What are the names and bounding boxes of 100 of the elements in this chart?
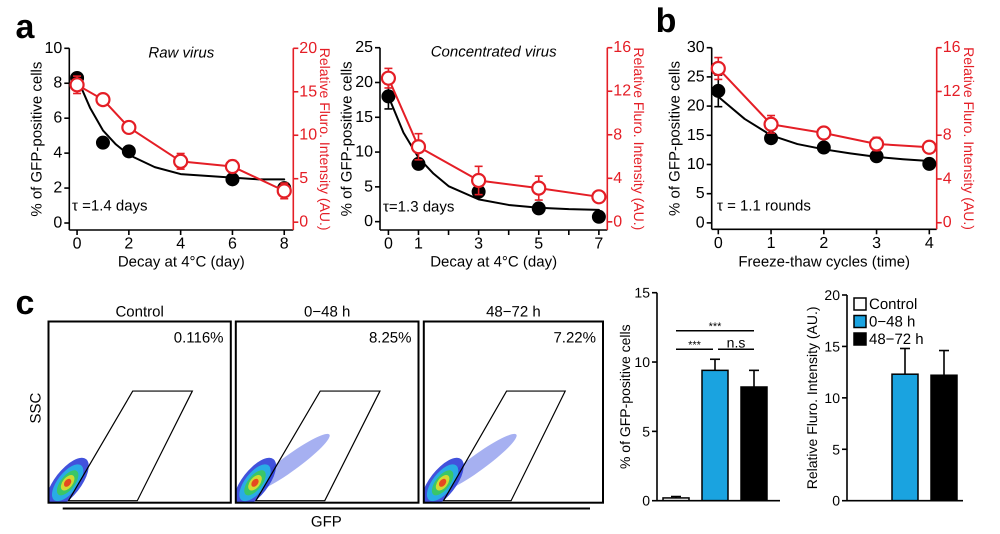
annotation: τ =1.4 days	[72, 198, 148, 214]
chart-title: Concentrated virus	[430, 44, 558, 60]
y2-tick-label: 12	[942, 82, 961, 100]
y-tick-label: 4	[53, 144, 62, 162]
text: c	[16, 284, 34, 322]
point	[591, 189, 606, 204]
y-tick-label: 5	[832, 441, 840, 458]
y-tick-label: 2	[53, 180, 62, 197]
point	[381, 89, 396, 104]
point	[532, 201, 546, 216]
text: 0−48 h	[304, 304, 350, 320]
point	[96, 136, 110, 150]
point	[710, 60, 726, 76]
point	[870, 149, 884, 164]
point	[173, 154, 188, 169]
point	[95, 92, 111, 108]
y2-axis-title: Relative Fluro. Intensity (AU.)	[631, 47, 647, 230]
y2-tick-label: 5	[299, 170, 308, 188]
y-axis-title: % of GFP-positive cells	[666, 60, 684, 216]
x-axis-title: Decay at 4°C (day)	[118, 254, 245, 270]
point	[868, 136, 884, 152]
x-tick-label: 1	[414, 236, 424, 252]
point	[69, 77, 85, 92]
text: 0.116%	[174, 330, 224, 346]
y2-tick-label: 12	[613, 82, 632, 100]
point	[471, 172, 486, 188]
annotation: τ=1.3 days	[383, 198, 454, 216]
x-tick-label: 0	[714, 234, 723, 252]
y2-tick-label: 4	[942, 170, 952, 188]
point	[225, 172, 240, 186]
y-tick-label: 0	[364, 213, 374, 230]
y2-axis-title: Relative Fluro. Intensity (AU.)	[961, 47, 977, 230]
y-tick-label: 0	[642, 492, 650, 509]
y2-tick-label: 8	[613, 126, 622, 144]
y-tick-label: 5	[696, 185, 705, 202]
point	[224, 158, 240, 174]
point	[121, 120, 136, 136]
text: Control	[115, 304, 164, 320]
text: 7.22%	[553, 330, 596, 346]
point	[380, 70, 396, 86]
annotation: n.s	[726, 334, 746, 350]
x-tick-label: 2	[124, 236, 134, 252]
y-tick-label: 10	[44, 40, 62, 57]
x-tick-label: 8	[280, 236, 289, 252]
y-tick-label: 10	[824, 390, 840, 406]
y2-tick-label: 0	[299, 214, 308, 231]
y-tick-label: 25	[355, 39, 374, 56]
text: SSC	[28, 392, 44, 424]
y2-tick-label: 0	[942, 214, 952, 232]
point	[922, 140, 937, 155]
y-axis-title: % of GFP-positive cells	[338, 61, 356, 216]
y-axis-title: Relative Fluro. Intensity (AU.)	[804, 306, 820, 490]
y-tick-label: 8	[53, 74, 62, 92]
text: a	[16, 8, 36, 46]
x-axis-title: Freeze-thaw cycles (time)	[738, 254, 910, 270]
y2-tick-label: 16	[942, 39, 961, 56]
y2-axis-title: Relative Fluro. Intensity (AU.)	[317, 48, 333, 231]
x-tick-label: 7	[594, 236, 604, 252]
x-tick-label: 4	[176, 236, 186, 252]
y-tick-label: 20	[355, 74, 374, 91]
y-tick-label: 15	[686, 126, 705, 144]
y-tick-label: 20	[824, 287, 840, 303]
y2-tick-label: 10	[299, 126, 318, 144]
text: b	[656, 2, 676, 40]
text: 8.25%	[368, 330, 412, 346]
legend-label: 48−72 h	[869, 331, 924, 348]
x-tick-label: 1	[766, 234, 776, 252]
y-tick-label: 6	[53, 110, 62, 127]
y-tick-label: 0	[832, 492, 840, 509]
y-tick-label: 15	[824, 338, 840, 354]
annotation: ***	[708, 320, 722, 333]
annotation: τ = 1.1 rounds	[717, 198, 811, 214]
y-tick-label: 10	[686, 156, 705, 173]
point	[592, 210, 606, 224]
y-tick-label: 10	[634, 354, 650, 370]
y-tick-label: 25	[686, 68, 705, 86]
y-tick-label: 15	[355, 108, 374, 126]
point	[122, 144, 136, 158]
y2-tick-label: 0	[613, 213, 622, 230]
point	[531, 180, 546, 196]
y2-tick-label: 8	[942, 126, 952, 144]
y2-tick-label: 4	[613, 170, 622, 187]
annotation: ***	[688, 339, 702, 352]
point	[922, 156, 936, 171]
legend-label: Control	[869, 296, 918, 313]
x-tick-label: 3	[872, 234, 882, 252]
y-tick-label: 5	[642, 423, 650, 440]
y2-tick-label: 16	[613, 39, 632, 56]
text: GFP	[310, 514, 342, 530]
y-tick-label: 10	[355, 144, 374, 161]
point	[711, 84, 726, 98]
chart-title: Raw virus	[148, 44, 215, 62]
y-tick-label: 0	[53, 214, 62, 232]
x-tick-label: 3	[474, 236, 484, 252]
point	[410, 139, 426, 154]
y-axis-title: % of GFP-positive cells	[617, 324, 633, 470]
point	[763, 116, 779, 132]
y-axis-title: % of GFP-positive cells	[28, 62, 46, 217]
x-tick-label: 0	[384, 236, 393, 252]
y-tick-label: 20	[686, 98, 705, 115]
